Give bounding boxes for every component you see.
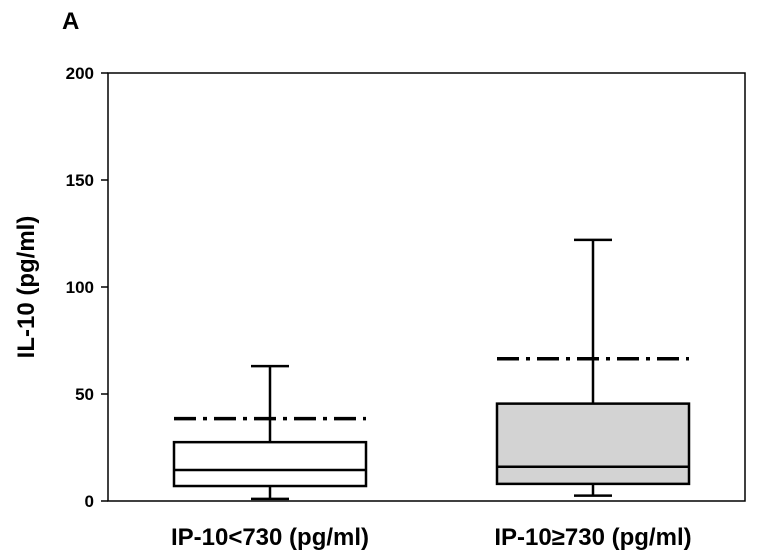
- y-tick-label: 200: [66, 64, 94, 83]
- y-tick-label: 0: [85, 492, 94, 511]
- box-series: [172, 238, 691, 501]
- interquartile-box: [495, 402, 691, 486]
- y-tick-label: 100: [66, 278, 94, 297]
- interquartile-box: [172, 440, 368, 488]
- panel-label: A: [62, 8, 79, 35]
- y-tick-label: 150: [66, 171, 94, 190]
- y-tick-label: 50: [75, 385, 94, 404]
- x-axis: IP-10<730 (pg/ml) IP-10≥730 (pg/ml): [171, 524, 692, 551]
- y-axis: 0 50 100 150 200: [66, 64, 108, 511]
- box-group: [172, 364, 368, 501]
- x-category-label: IP-10<730 (pg/ml): [171, 524, 369, 551]
- box-group: [495, 238, 691, 497]
- x-category-label: IP-10≥730 (pg/ml): [494, 524, 691, 551]
- y-axis-label: IL-10 (pg/ml): [13, 216, 40, 359]
